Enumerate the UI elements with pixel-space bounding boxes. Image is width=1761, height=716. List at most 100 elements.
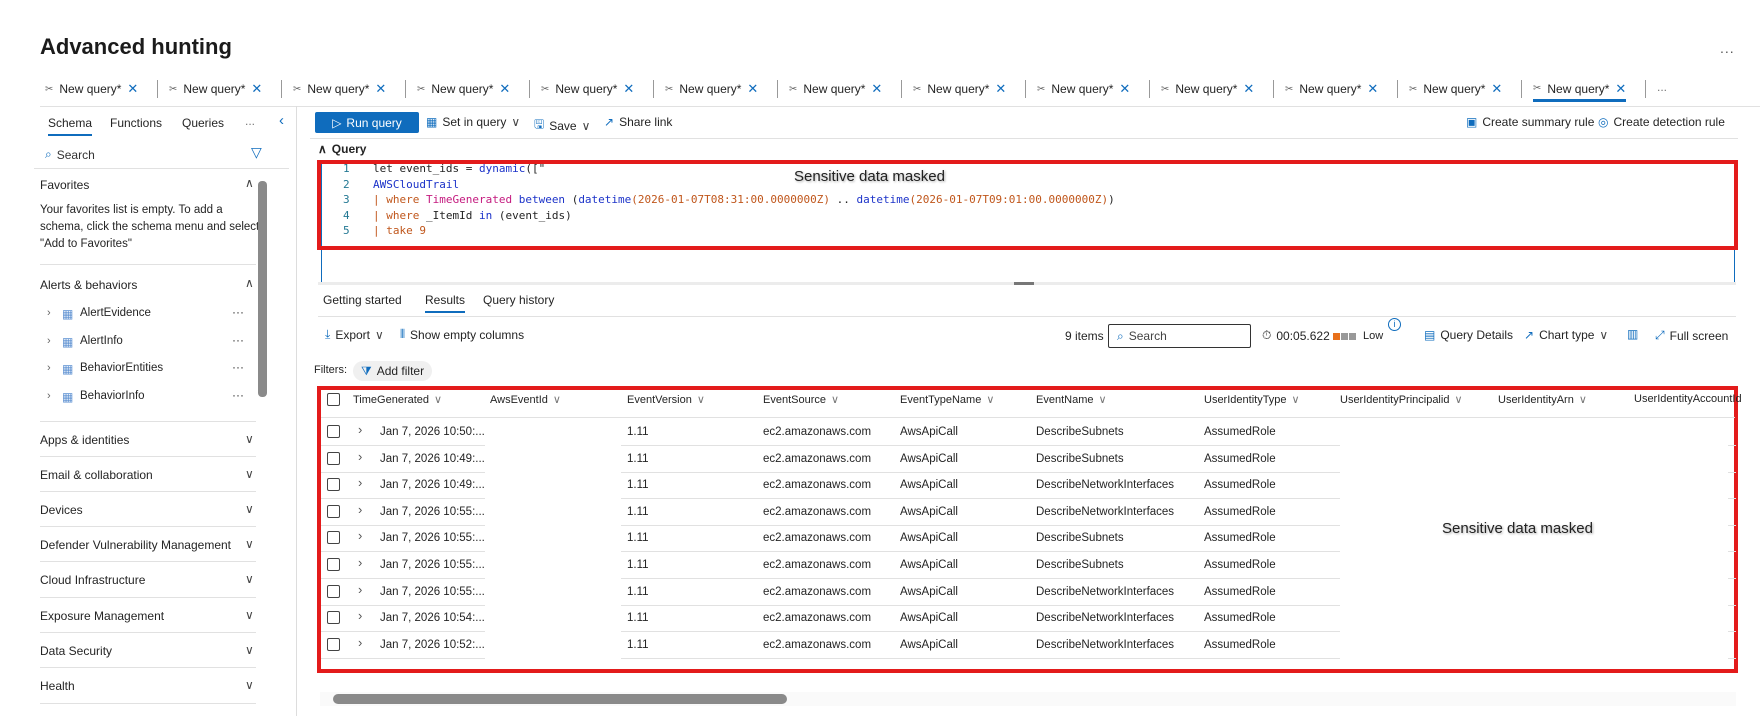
- filter-icon[interactable]: ▽: [251, 144, 262, 160]
- row-checkbox[interactable]: [327, 611, 340, 625]
- chevron-right-icon[interactable]: ›: [47, 362, 51, 374]
- create-detection-rule-button[interactable]: ◎ Create detection rule: [1598, 115, 1725, 129]
- close-icon[interactable]: ✕: [871, 81, 883, 96]
- full-screen-button[interactable]: ⤢ Full screen: [1655, 328, 1729, 343]
- select-all-checkbox[interactable]: [327, 393, 340, 406]
- column-header[interactable]: AwsEventId ∨: [490, 394, 561, 406]
- chevron-down-icon[interactable]: ∨: [1454, 394, 1463, 406]
- sidebar-tab[interactable]: Queries: [182, 116, 225, 130]
- chevron-down-icon[interactable]: ∨: [245, 607, 254, 622]
- sidebar-tab[interactable]: Functions: [110, 116, 163, 130]
- close-icon[interactable]: ✕: [1491, 81, 1503, 96]
- expand-row-icon[interactable]: ›: [358, 608, 363, 624]
- row-checkbox[interactable]: [327, 504, 340, 518]
- results-search-input[interactable]: ⌕ Search: [1108, 324, 1251, 348]
- code-line[interactable]: AWSCloudTrail: [373, 178, 459, 191]
- expand-row-icon[interactable]: ›: [358, 581, 363, 597]
- column-header[interactable]: TimeGenerated ∨: [353, 394, 443, 406]
- close-icon[interactable]: ✕: [127, 81, 139, 96]
- resize-handle[interactable]: [1014, 282, 1034, 285]
- code-line[interactable]: let event_ids = dynamic([": [373, 162, 545, 175]
- code-line[interactable]: | where TimeGenerated between (datetime(…: [373, 193, 1115, 206]
- close-icon[interactable]: ✕: [623, 81, 635, 96]
- schema-section[interactable]: Cloud Infrastructure: [40, 573, 146, 588]
- chevron-down-icon[interactable]: ∨: [696, 394, 705, 406]
- expand-row-icon[interactable]: ›: [358, 555, 363, 570]
- column-header[interactable]: UserIdentityAccountId: [1634, 393, 1742, 405]
- share-link-button[interactable]: ↗ Share link: [604, 115, 673, 129]
- chevron-up-icon[interactable]: ∧: [245, 276, 254, 290]
- schema-table-item[interactable]: AlertEvidence: [80, 307, 151, 319]
- column-header[interactable]: UserIdentityArn ∨: [1498, 394, 1587, 406]
- chevron-down-icon[interactable]: ∨: [1098, 394, 1107, 406]
- column-header[interactable]: EventSource ∨: [763, 394, 840, 406]
- chevron-down-icon[interactable]: ∨: [245, 467, 254, 482]
- query-tab[interactable]: ✂ New query* ✕: [665, 78, 758, 100]
- row-checkbox[interactable]: [327, 531, 340, 545]
- query-tab[interactable]: ✂ New query* ✕: [1161, 78, 1254, 100]
- show-empty-columns-button[interactable]: ⫴ Show empty columns: [400, 327, 525, 342]
- row-checkbox[interactable]: [327, 478, 340, 492]
- row-checkbox[interactable]: [327, 425, 340, 438]
- close-icon[interactable]: ✕: [251, 81, 263, 96]
- schema-section[interactable]: Apps & identities: [40, 433, 130, 447]
- code-line[interactable]: | where _ItemId in (event_ids): [373, 209, 572, 222]
- schema-table-item[interactable]: BehaviorInfo: [80, 389, 145, 402]
- chevron-up-icon[interactable]: ∧: [245, 176, 254, 190]
- expand-row-icon[interactable]: ›: [358, 422, 363, 437]
- schema-section[interactable]: Exposure Management: [40, 608, 165, 623]
- close-icon[interactable]: ✕: [499, 81, 511, 96]
- item-more-icon[interactable]: ···: [232, 305, 244, 319]
- chevron-right-icon[interactable]: ›: [47, 389, 51, 402]
- chevron-down-icon[interactable]: ∨: [245, 432, 254, 446]
- row-checkbox[interactable]: [327, 637, 340, 651]
- chevron-down-icon[interactable]: ∨: [245, 502, 254, 517]
- query-section-toggle[interactable]: ∧ Query: [318, 142, 367, 156]
- item-more-icon[interactable]: ···: [232, 387, 244, 402]
- sidebar-more-button[interactable]: ...: [245, 114, 256, 128]
- section-alerts-behaviors[interactable]: Alerts & behaviors: [40, 278, 138, 292]
- schema-section[interactable]: Data Security: [40, 643, 113, 658]
- chevron-down-icon[interactable]: ∨: [830, 394, 840, 406]
- info-icon[interactable]: i: [1388, 318, 1401, 331]
- chevron-right-icon[interactable]: ›: [47, 307, 51, 319]
- query-tab[interactable]: ✂ New query* ✕: [789, 78, 882, 100]
- column-header[interactable]: UserIdentityType ∨: [1204, 394, 1300, 406]
- schema-table-item[interactable]: AlertInfo: [80, 334, 123, 347]
- schema-table-item[interactable]: BehaviorEntities: [80, 362, 164, 374]
- query-tab[interactable]: ✂ New query* ✕: [913, 78, 1006, 100]
- chevron-down-icon[interactable]: ∨: [434, 394, 443, 406]
- close-icon[interactable]: ✕: [1119, 81, 1131, 96]
- expand-row-icon[interactable]: ›: [358, 475, 363, 491]
- sidebar-scrollbar[interactable]: [258, 181, 267, 397]
- close-icon[interactable]: ✕: [375, 81, 387, 96]
- schema-section[interactable]: Devices: [40, 503, 83, 518]
- favorites-header[interactable]: Favorites: [40, 178, 90, 192]
- results-tab[interactable]: Getting started: [323, 293, 402, 307]
- close-icon[interactable]: ✕: [1243, 81, 1255, 96]
- schema-section[interactable]: Health: [40, 678, 75, 693]
- schema-section[interactable]: Email & collaboration: [40, 468, 153, 483]
- chevron-down-icon[interactable]: ∨: [245, 537, 254, 552]
- add-filter-button[interactable]: ⧩ Add filter: [353, 361, 433, 381]
- column-header[interactable]: EventVersion ∨: [627, 394, 705, 406]
- run-query-button[interactable]: ▷ Run query: [315, 112, 419, 133]
- query-tab[interactable]: ✂ New query* ✕: [1037, 78, 1130, 100]
- query-tab[interactable]: ✂ New query* ✕: [541, 78, 634, 100]
- column-header[interactable]: UserIdentityPrincipalid ∨: [1340, 394, 1463, 406]
- close-icon[interactable]: ✕: [747, 81, 759, 96]
- column-settings-icon[interactable]: ▥: [1627, 327, 1639, 341]
- page-more-button[interactable]: ...: [1720, 40, 1735, 56]
- row-checkbox[interactable]: [327, 558, 340, 571]
- schema-section[interactable]: Defender Vulnerability Management: [40, 538, 231, 553]
- tabs-overflow-button[interactable]: ...: [1657, 80, 1668, 94]
- row-checkbox[interactable]: [327, 451, 340, 465]
- schema-search-input[interactable]: ⌕ Search: [45, 147, 95, 162]
- row-checkbox[interactable]: [327, 584, 340, 598]
- expand-row-icon[interactable]: ›: [358, 501, 363, 517]
- query-tab[interactable]: ✂ New query* ✕: [1409, 78, 1502, 100]
- export-button[interactable]: ⤓ Export ∨: [325, 327, 384, 342]
- scrollbar-thumb[interactable]: [333, 694, 787, 704]
- chevron-down-icon[interactable]: ∨: [245, 642, 254, 657]
- query-editor[interactable]: [321, 160, 1735, 282]
